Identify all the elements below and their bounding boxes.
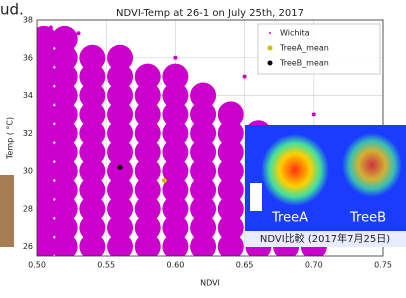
inset-image: TreeA TreeB NDVI比較 (2017年7月25日) [245,125,406,247]
y-tick-label: 32 [23,129,33,138]
scatter-point [190,83,216,109]
y-tick-label: 26 [23,242,33,251]
scatter-point [162,64,188,90]
legend-marker [268,46,273,51]
y-tick-label: 36 [23,53,33,62]
mean-point [162,178,167,183]
y-tick-label: 28 [23,204,33,213]
x-tick-label: 0.75 [374,261,392,270]
heatmap-tree-a [261,134,329,206]
legend-label: TreeA_mean [279,44,329,53]
colorbar [250,183,262,211]
inset-label-b: TreeB [349,211,386,226]
page-fragment: ud. [0,1,24,19]
inset-caption: NDVI比較 (2017年7月25日) [260,232,390,245]
x-tick-label: 0.70 [305,261,323,270]
scatter-point [135,64,161,90]
legend: Wichita TreeA_mean TreeB_mean [258,24,380,74]
scatter-point [107,45,133,71]
scatter-point [79,45,105,71]
photo-strip [0,175,14,247]
x-tick-label: 0.55 [97,261,115,270]
legend-label: TreeB_mean [279,59,329,68]
y-axis-label: Temp ( °C) [6,117,15,160]
y-tick-label: 30 [23,167,33,176]
scatter-point [173,56,177,60]
scatter-point [52,26,78,52]
x-tick-label: 0.65 [236,261,254,270]
x-tick-label: 0.60 [166,261,184,270]
mean-point [118,165,123,170]
scatter-point [218,101,244,127]
x-axis-label: NDVI [200,279,220,288]
legend-label: Wichita [280,29,310,38]
chart: ud. NDVI-Temp at 26-1 on July 25th, 2017… [0,0,406,294]
heatmap-tree-b [342,133,402,197]
scatter-point [49,26,53,30]
legend-marker [269,32,271,34]
y-tick-label: 38 [23,16,33,25]
legend-marker [268,61,273,66]
x-tick-label: 0.50 [28,261,46,270]
y-tick-label: 34 [23,91,33,100]
scatter-point [77,31,81,35]
inset-label-a: TreeA [271,211,308,226]
chart-title: NDVI-Temp at 26-1 on July 25th, 2017 [116,8,304,19]
scatter-point [312,112,316,116]
scatter-point [243,75,247,79]
